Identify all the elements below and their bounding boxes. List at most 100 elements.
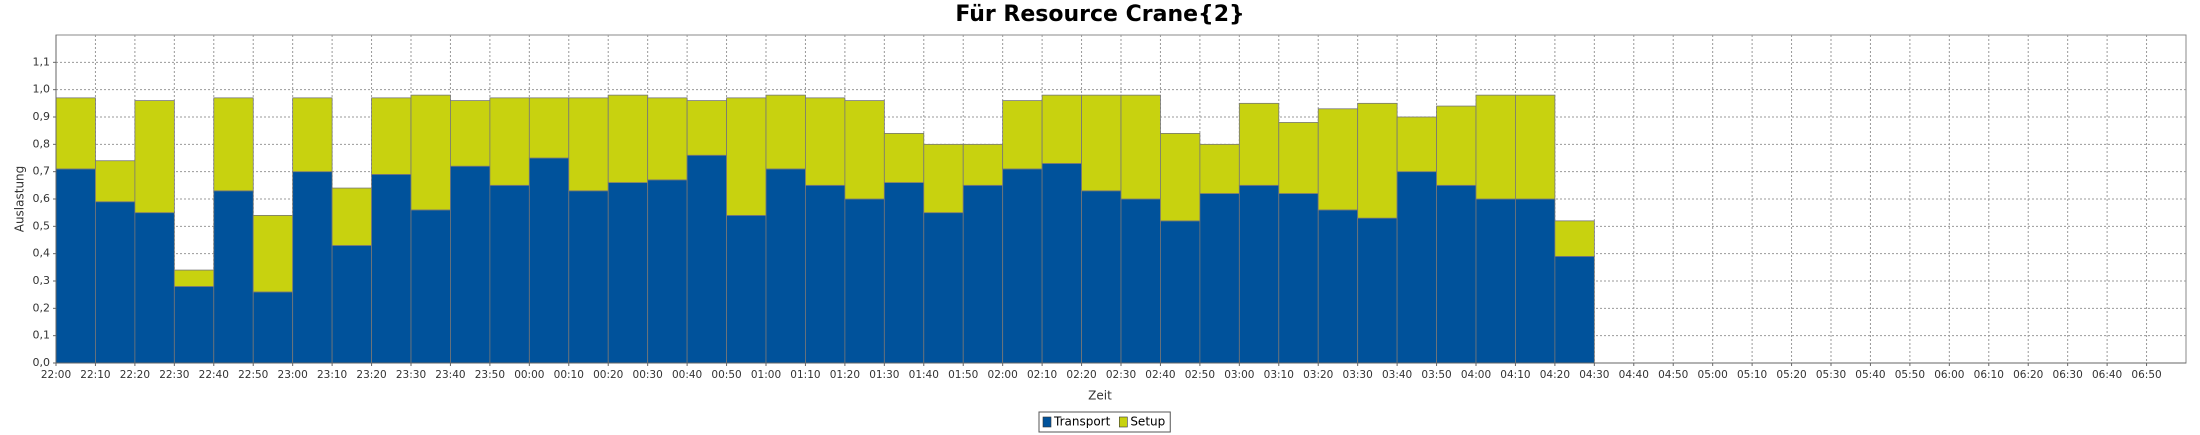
legend-label: Transport bbox=[1053, 415, 1111, 429]
y-tick-label: 0,0 bbox=[33, 356, 51, 369]
x-axis-label: Zeit bbox=[1088, 389, 1112, 403]
x-tick-label: 05:20 bbox=[1776, 369, 1806, 381]
x-tick-label: 04:20 bbox=[1540, 369, 1570, 381]
x-tick-label: 00:40 bbox=[672, 369, 702, 381]
bar-segment bbox=[331, 187, 372, 246]
y-tick-label: 0,5 bbox=[33, 219, 51, 232]
bar-segment bbox=[410, 94, 451, 211]
bar-segment bbox=[962, 143, 1004, 186]
x-tick-label: 01:40 bbox=[909, 369, 939, 381]
bar-segment bbox=[1515, 94, 1556, 200]
x-tick-label: 06:50 bbox=[2131, 369, 2161, 381]
y-axis-label: Auslastung bbox=[13, 166, 27, 233]
x-tick-label: 22:00 bbox=[41, 369, 71, 381]
bar-segment bbox=[765, 94, 806, 170]
bar-segment bbox=[1199, 143, 1240, 194]
x-tick-label: 04:50 bbox=[1658, 369, 1688, 381]
bar-segment bbox=[647, 179, 688, 364]
x-tick-label: 06:20 bbox=[2013, 369, 2043, 381]
bar-segment bbox=[923, 143, 964, 214]
x-tick-label: 03:40 bbox=[1382, 369, 1412, 381]
x-tick-label: 06:40 bbox=[2092, 369, 2122, 381]
bar-segment bbox=[450, 100, 491, 167]
bar-segment bbox=[1317, 209, 1359, 364]
bar-segment bbox=[1081, 94, 1122, 192]
x-tick-label: 01:20 bbox=[830, 369, 860, 381]
x-tick-label: 05:30 bbox=[1816, 369, 1846, 381]
bar-segment bbox=[450, 165, 491, 364]
x-tick-label: 02:30 bbox=[1106, 369, 1136, 381]
x-tick-label: 03:30 bbox=[1343, 369, 1373, 381]
bar-segment bbox=[1357, 102, 1398, 219]
bar-segment bbox=[726, 97, 767, 216]
x-tick-label: 22:30 bbox=[159, 369, 189, 381]
bar-segment bbox=[134, 212, 175, 364]
x-tick-label: 03:10 bbox=[1264, 369, 1294, 381]
bar-segment bbox=[173, 286, 215, 364]
x-tick-label: 06:10 bbox=[1974, 369, 2004, 381]
x-tick-label: 03:50 bbox=[1421, 369, 1451, 381]
bar-segment bbox=[962, 184, 1004, 364]
bar-segment bbox=[1396, 171, 1437, 364]
y-tick-label: 0,3 bbox=[33, 274, 51, 287]
bar-segment bbox=[95, 160, 136, 203]
legend: Transport Setup bbox=[1038, 411, 1171, 433]
y-tick-label: 1,1 bbox=[33, 55, 51, 68]
x-tick-label: 22:10 bbox=[80, 369, 110, 381]
bar-segment bbox=[1436, 105, 1477, 186]
x-tick-label: 23:40 bbox=[435, 369, 465, 381]
bar-segment bbox=[1554, 255, 1595, 364]
x-tick-label: 01:30 bbox=[869, 369, 899, 381]
x-tick-label: 03:00 bbox=[1224, 369, 1254, 381]
bar-segment bbox=[1041, 163, 1082, 364]
legend-swatch bbox=[1042, 416, 1052, 428]
bar-segment bbox=[844, 100, 885, 200]
bar-segment bbox=[607, 94, 649, 183]
x-tick-label: 06:30 bbox=[2053, 369, 2083, 381]
x-tick-label: 04:30 bbox=[1579, 369, 1609, 381]
y-tick-label: 0,1 bbox=[33, 329, 51, 342]
bar-segment bbox=[1120, 94, 1161, 200]
bar-segment bbox=[726, 214, 767, 364]
x-tick-label: 05:00 bbox=[1698, 369, 1728, 381]
bar-segment bbox=[1396, 116, 1437, 173]
bar-segment bbox=[1002, 168, 1043, 364]
bar-segment bbox=[1160, 132, 1201, 222]
bar-segment bbox=[607, 182, 649, 364]
bar-segment bbox=[173, 269, 215, 287]
x-tick-label: 02:00 bbox=[988, 369, 1018, 381]
x-tick-label: 22:20 bbox=[120, 369, 150, 381]
legend-label: Setup bbox=[1130, 415, 1165, 429]
bar-segment bbox=[55, 97, 96, 170]
bar-segment bbox=[686, 100, 727, 156]
bar-segment bbox=[213, 190, 254, 364]
bar-segment bbox=[1317, 108, 1359, 211]
bar-segment bbox=[1475, 94, 1516, 200]
y-tick-label: 0,8 bbox=[33, 137, 51, 150]
x-tick-label: 01:00 bbox=[751, 369, 781, 381]
y-tick-label: 0,9 bbox=[33, 110, 51, 123]
x-tick-label: 04:40 bbox=[1619, 369, 1649, 381]
y-tick-label: 0,4 bbox=[33, 247, 51, 260]
bar-segment bbox=[1278, 122, 1319, 194]
x-tick-label: 23:10 bbox=[317, 369, 347, 381]
x-tick-label: 03:20 bbox=[1303, 369, 1333, 381]
bar-segment bbox=[1554, 220, 1595, 257]
x-tick-label: 23:00 bbox=[278, 369, 308, 381]
x-tick-label: 02:10 bbox=[1027, 369, 1057, 381]
bar-segment bbox=[686, 154, 727, 364]
x-tick-label: 02:50 bbox=[1185, 369, 1215, 381]
bar-segment bbox=[292, 97, 333, 173]
bar-segment bbox=[489, 97, 530, 186]
x-tick-label: 05:10 bbox=[1737, 369, 1767, 381]
x-tick-label: 23:30 bbox=[396, 369, 426, 381]
x-tick-label: 02:40 bbox=[1145, 369, 1175, 381]
bar-segment bbox=[1475, 198, 1516, 364]
bar-segment bbox=[1120, 198, 1161, 364]
y-tick-label: 0,6 bbox=[33, 192, 51, 205]
y-tick-label: 0,7 bbox=[33, 165, 51, 178]
bar-segment bbox=[410, 209, 451, 364]
bar-segment bbox=[1238, 102, 1280, 186]
bar-segment bbox=[923, 212, 964, 364]
x-tick-label: 00:30 bbox=[633, 369, 663, 381]
